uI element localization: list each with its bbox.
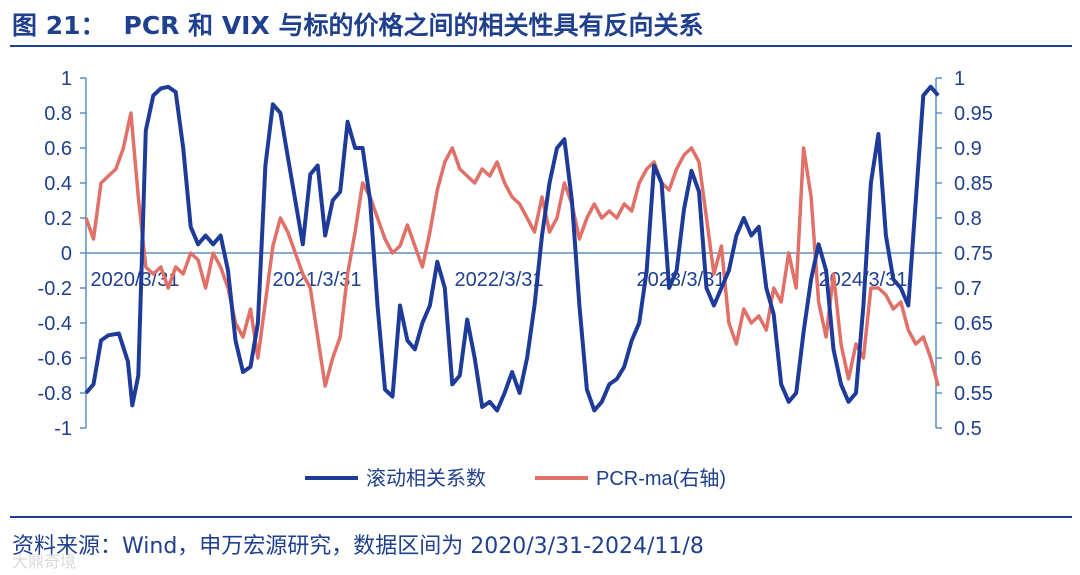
y-right-tick-label: 1 (954, 68, 965, 90)
legend-label-pcr: PCR-ma(右轴) (596, 467, 726, 490)
y-right-tick-label: 0.55 (954, 383, 993, 405)
source-note: 资料来源：Wind，申万宏源研究，数据区间为 2020/3/31-2024/11… (12, 534, 704, 559)
x-tick-label: 2020/3/31 (91, 269, 180, 291)
y-right-tick-label: 0.5 (954, 418, 982, 440)
y-right-tick-label: 0.7 (954, 278, 982, 300)
x-tick-label: 2022/3/31 (455, 269, 544, 291)
y-left-tick-label: 0.6 (44, 138, 72, 160)
y-right-tick-label: 0.95 (954, 103, 993, 125)
series-line-pcr (84, 111, 940, 388)
y-left-tick-label: -1 (54, 418, 72, 440)
y-left-tick-label: -0.2 (38, 278, 72, 300)
correlation-chart: -1 -0.8 -0.6 -0.4 -0.2 0 0.2 0.4 0.6 0.8 1 0.5 0.55 0… (38, 68, 993, 490)
footer-divider (10, 516, 1072, 518)
y-left-tick-label: 0.4 (44, 173, 72, 195)
figure-number: 图 21： (12, 11, 106, 40)
y-left-tick-label: -0.6 (38, 348, 72, 370)
figure-title: 图 21： PCR 和 VIX 与标的价格之间的相关性具有反向关系 (12, 6, 1072, 46)
x-tick-label: 2021/3/31 (273, 269, 362, 291)
series-line-correlation (84, 84, 940, 413)
y-left-tick-label: 0.2 (44, 208, 72, 230)
watermark: 大鼎奇境 (12, 552, 77, 571)
y-right-tick-label: 0.75 (954, 243, 993, 265)
y-left-tick-label: 1 (61, 68, 72, 90)
y-right-tick-label: 0.8 (954, 208, 982, 230)
y-right-tick-label: 0.9 (954, 138, 982, 160)
y-left-tick-label: -0.4 (38, 313, 72, 335)
y-left-tick-label: -0.8 (38, 383, 72, 405)
chart-series (84, 84, 940, 413)
y-right-tick-label: 0.6 (954, 348, 982, 370)
legend-label-corr: 滚动相关系数 (366, 467, 486, 490)
figure-title-text: PCR 和 VIX 与标的价格之间的相关性具有反向关系 (123, 11, 704, 40)
chart-axes: -1 -0.8 -0.6 -0.4 -0.2 0 0.2 0.4 0.6 0.8 1 0.5 0.55 0… (38, 68, 993, 440)
title-divider (10, 45, 1072, 47)
y-right-tick-label: 0.65 (954, 313, 993, 335)
y-right-tick-label: 0.85 (954, 173, 993, 195)
y-left-tick-label: 0 (61, 243, 72, 265)
x-tick-label: 2023/3/31 (637, 269, 726, 291)
chart-legend: 滚动相关系数 PCR-ma(右轴) (305, 467, 726, 490)
y-left-tick-label: 0.8 (44, 103, 72, 125)
